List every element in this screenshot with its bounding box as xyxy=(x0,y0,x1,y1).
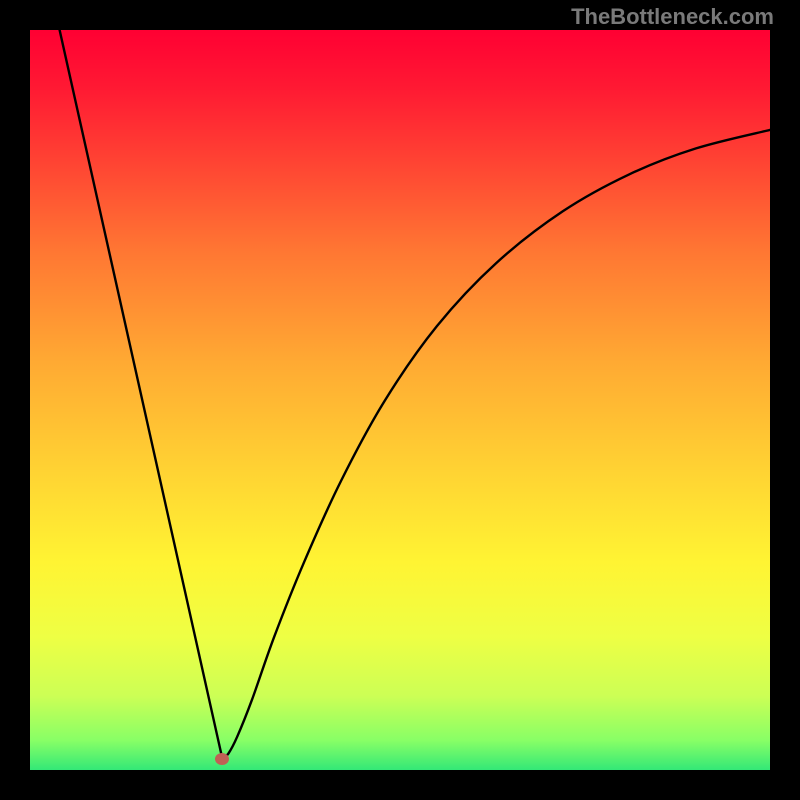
watermark-text: TheBottleneck.com xyxy=(571,4,774,30)
optimal-point-marker xyxy=(215,753,229,765)
plot-area xyxy=(30,30,770,770)
bottleneck-curve xyxy=(30,30,770,770)
bottleneck-curve-path xyxy=(60,30,770,759)
stage: TheBottleneck.com xyxy=(0,0,800,800)
